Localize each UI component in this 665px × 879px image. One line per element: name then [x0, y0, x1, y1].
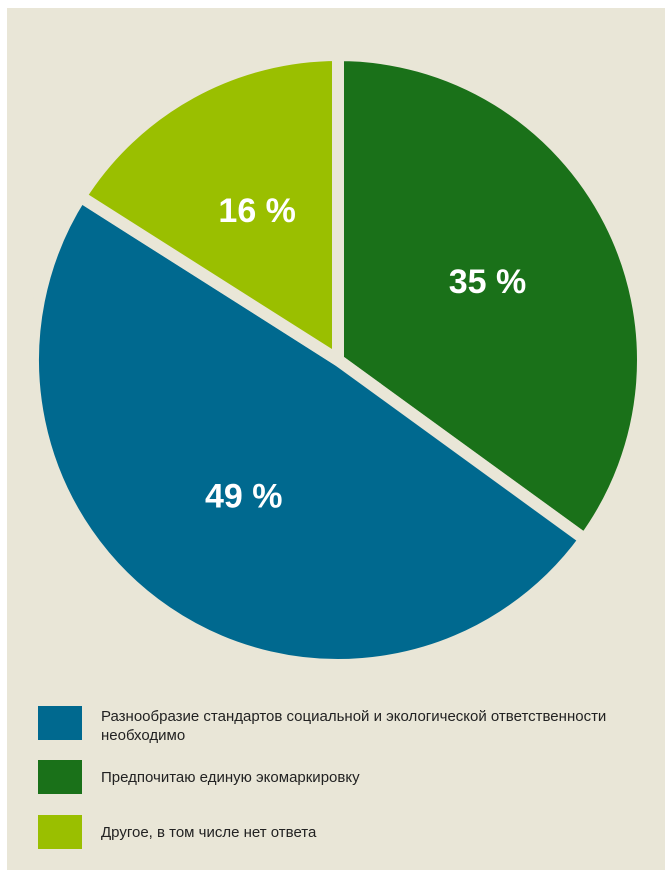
legend-swatch — [38, 760, 82, 794]
pie-slice — [72, 48, 344, 371]
legend-swatch — [38, 815, 82, 849]
legend-label: Другое, в том числе нет ответа — [101, 824, 317, 841]
pie-slice — [332, 48, 649, 548]
slice-value-label: 35 % — [449, 263, 527, 301]
slice-value-label: 16 % — [218, 192, 296, 230]
pie-chart: 35 % 49 % 16 % — [27, 48, 649, 671]
legend-swatch — [38, 706, 82, 740]
legend-label: Предпочитаю единую экомаркировку — [101, 769, 360, 786]
slice-value-label: 49 % — [205, 478, 283, 516]
pie-slice — [27, 188, 594, 671]
legend-label: Разнообразие стандартов социальной и эко… — [101, 708, 607, 744]
